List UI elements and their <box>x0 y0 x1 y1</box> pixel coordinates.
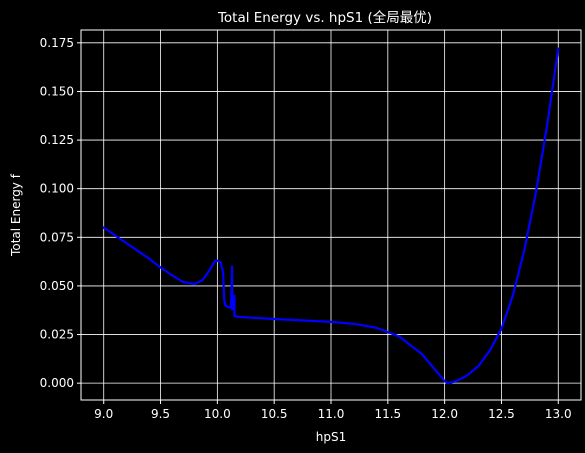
series-line <box>102 47 560 385</box>
series-layer <box>102 47 560 385</box>
y-tick-label: 0.025 <box>40 328 74 342</box>
x-tick-label: 11.5 <box>374 407 401 421</box>
y-tick-label: 0.050 <box>40 279 74 293</box>
x-tick-label: 13.0 <box>545 407 572 421</box>
grid <box>81 30 581 400</box>
y-tick-label: 0.125 <box>40 133 74 147</box>
x-tick-label: 11.0 <box>318 407 345 421</box>
x-axis-ticks: 9.0 9.5 10.0 10.5 11.0 11.5 12.0 12.5 13.0 <box>94 400 572 421</box>
x-tick-label: 9.0 <box>94 407 113 421</box>
y-tick-label: 0.000 <box>40 376 74 390</box>
x-tick-label: 9.5 <box>151 407 170 421</box>
x-tick-label: 10.0 <box>204 407 231 421</box>
y-tick-label: 0.075 <box>40 230 74 244</box>
y-axis-label: Total Energy f <box>9 173 23 257</box>
y-tick-label: 0.175 <box>40 36 74 50</box>
x-tick-label: 10.5 <box>261 407 288 421</box>
y-axis-ticks: 0.000 0.025 0.050 0.075 0.100 0.125 0.150 0.175 <box>40 36 81 390</box>
x-axis-label: hpS1 <box>316 430 346 444</box>
x-tick-label: 12.5 <box>488 407 515 421</box>
chart-title: Total Energy vs. hpS1 (全局最优) <box>217 9 432 26</box>
y-tick-label: 0.150 <box>40 84 74 98</box>
x-tick-label: 12.0 <box>431 407 458 421</box>
y-tick-label: 0.100 <box>40 182 74 196</box>
